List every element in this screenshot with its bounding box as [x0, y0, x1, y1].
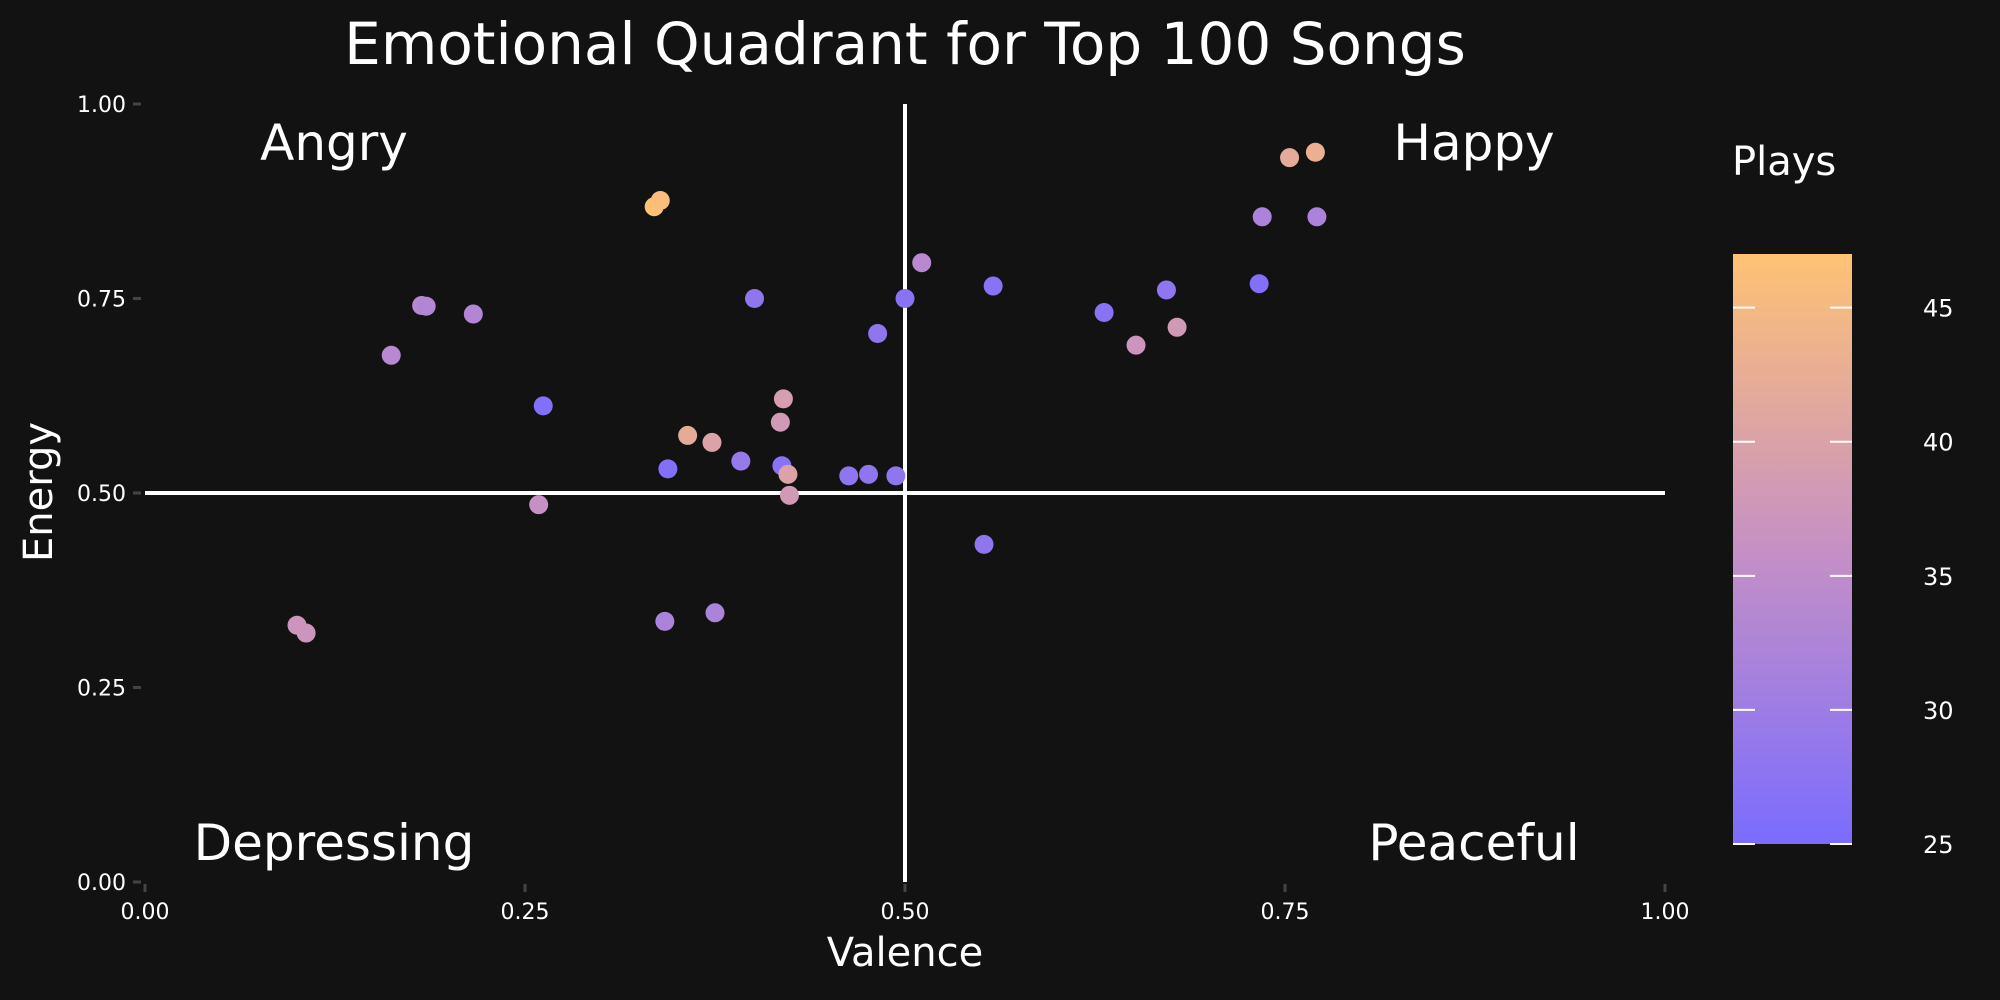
data-point [702, 432, 722, 452]
quadrant-label-angry: Angry [260, 114, 408, 172]
data-point [1307, 207, 1327, 227]
data-point [1252, 207, 1272, 227]
legend-title: Plays [1732, 139, 1836, 185]
quadrant-label-depressing: Depressing [194, 814, 475, 872]
data-point [868, 324, 888, 344]
reference-lines [145, 104, 1665, 882]
y-tick-label: 1.00 [77, 93, 126, 118]
color-bar [1733, 254, 1852, 844]
data-point [533, 396, 553, 416]
y-tick-label: 0.50 [77, 482, 126, 507]
data-point [773, 389, 793, 409]
x-tick-label: 1.00 [1641, 900, 1690, 925]
quadrant-label-happy: Happy [1393, 114, 1554, 172]
x-tick-label: 0.50 [881, 900, 930, 925]
data-point [1167, 317, 1187, 337]
x-tick-label: 0.25 [501, 900, 550, 925]
data-point [1280, 148, 1300, 168]
data-point [1126, 335, 1146, 355]
legend-tick-label: 45 [1923, 295, 1954, 323]
data-point [296, 623, 316, 643]
y-tick-label: 0.00 [77, 871, 126, 896]
x-tick-label: 0.75 [1261, 900, 1310, 925]
data-point [839, 466, 859, 486]
data-point [974, 534, 994, 554]
data-point [655, 611, 675, 631]
legend-tick-label: 30 [1923, 697, 1954, 725]
data-point [770, 412, 790, 432]
data-point [463, 304, 483, 324]
data-points [287, 142, 1327, 643]
legend-tick-label: 40 [1923, 429, 1954, 457]
data-point [650, 190, 670, 210]
data-point [416, 296, 436, 316]
quadrant-label-peaceful: Peaceful [1368, 814, 1579, 872]
data-point [678, 425, 698, 445]
y-tick-label: 0.75 [77, 288, 126, 313]
legend-tick-label: 25 [1923, 831, 1954, 859]
data-point [912, 253, 932, 273]
data-point [778, 464, 798, 484]
data-point [886, 466, 906, 486]
data-point [705, 603, 725, 623]
color-legend: Plays 25 30 35 40 45 [1732, 139, 1954, 859]
data-point [859, 464, 879, 484]
legend-ticks: 25 30 35 40 45 [1733, 295, 1954, 859]
y-axis-title: Energy [16, 422, 62, 562]
y-tick-label: 0.25 [77, 677, 126, 702]
data-point [1305, 142, 1325, 162]
data-point [983, 276, 1003, 296]
data-point [529, 495, 549, 515]
axes: 0.00 0.25 0.50 0.75 1.00 0.00 0.25 0.50 0.75 1.00 [77, 93, 1689, 925]
x-axis-title: Valence [827, 930, 983, 976]
chart-title: Emotional Quadrant for Top 100 Songs [344, 10, 1466, 78]
x-tick-label: 0.00 [121, 900, 170, 925]
data-point [381, 345, 401, 365]
data-point [779, 485, 799, 505]
data-point [658, 459, 678, 479]
data-point [1094, 303, 1114, 323]
data-point [1249, 274, 1269, 294]
legend-tick-label: 35 [1923, 563, 1954, 591]
data-point [895, 289, 915, 308]
data-point [731, 451, 751, 471]
data-point [745, 289, 765, 308]
data-point [1156, 280, 1176, 300]
